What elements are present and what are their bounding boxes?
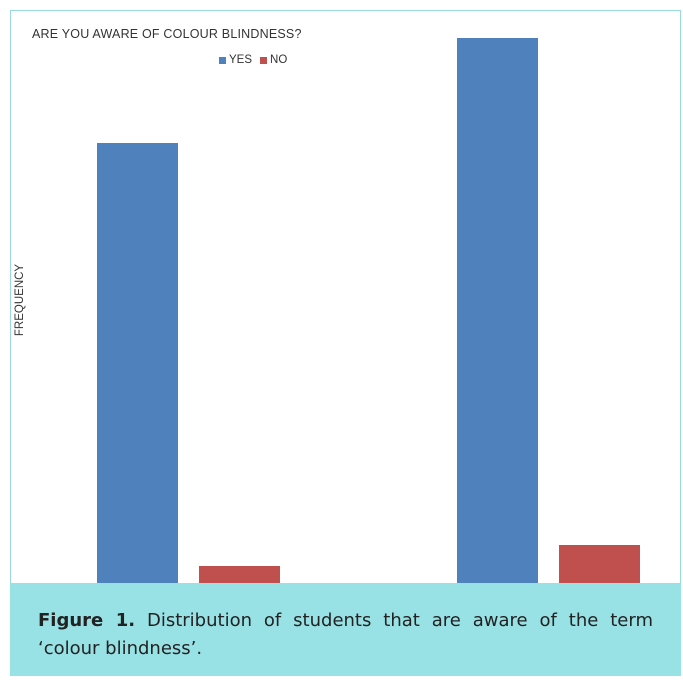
legend-item-yes: YES [219, 54, 252, 66]
bar-yes-group-1 [97, 143, 178, 583]
legend-swatch-yes [219, 56, 226, 64]
caption-text: Distribution of students that are aware … [38, 610, 653, 659]
legend-swatch-no [260, 56, 268, 64]
legend-label-no: NO [270, 54, 288, 66]
bar-no-group-1 [199, 566, 280, 583]
legend-label-yes: YES [229, 54, 253, 66]
bar-yes-group-2 [457, 38, 538, 583]
chart-legend: YES NO [219, 54, 287, 66]
legend-item-no: NO [260, 54, 287, 66]
bar-no-group-2 [559, 545, 640, 583]
figure-caption: Figure 1. Distribution of students that … [10, 583, 681, 676]
caption-lead: Figure 1. [38, 610, 136, 631]
chart-title: ARE YOU AWARE OF COLOUR BLINDNESS? [32, 27, 302, 41]
